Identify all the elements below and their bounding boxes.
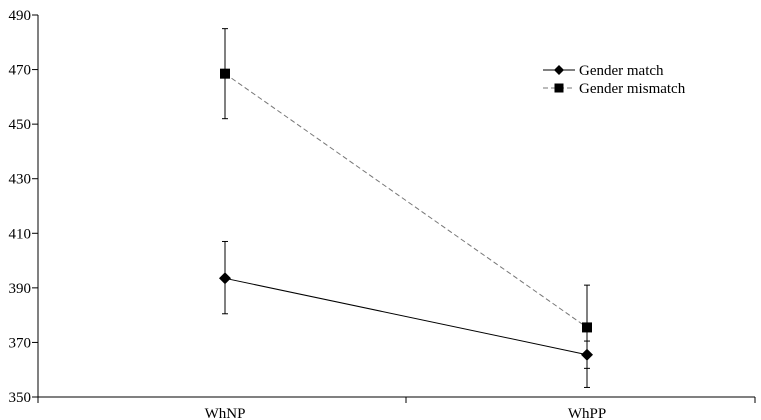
legend-marker-diamond (554, 65, 564, 75)
x-tick-label: WhPP (568, 406, 606, 420)
y-tick-label: 490 (9, 8, 32, 24)
series-line-gender-match (224, 277, 588, 356)
series-lines (224, 73, 588, 356)
y-ticks: 350 370 390 410 430 450 470 490 (9, 8, 38, 406)
x-tick-label: WhNP (205, 406, 246, 420)
legend-label-gender-match: Gender match (579, 63, 664, 79)
y-tick-label: 470 (9, 63, 32, 79)
y-tick-label: 350 (9, 390, 32, 406)
y-tick-label: 410 (9, 226, 32, 242)
y-tick-label: 370 (9, 335, 32, 351)
legend-label-gender-mismatch: Gender mismatch (579, 81, 686, 97)
legend-marker-square (554, 83, 564, 93)
data-point-diamond (219, 272, 231, 285)
markers (219, 68, 593, 361)
y-tick-label: 450 (9, 117, 32, 133)
y-tick-label: 430 (9, 172, 32, 188)
data-point-diamond (581, 348, 593, 361)
error-bars (222, 28, 590, 388)
y-tick-label: 390 (9, 281, 32, 297)
x-ticks: WhNP WhPP (37, 397, 756, 420)
legend: Gender match Gender mismatch (543, 63, 686, 97)
data-point-square (582, 322, 592, 333)
data-point-square (220, 68, 230, 79)
series-line-gender-mismatch (224, 73, 588, 328)
